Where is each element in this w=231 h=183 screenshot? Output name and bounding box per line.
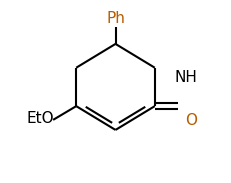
Text: EtO: EtO: [27, 111, 54, 126]
Text: Ph: Ph: [106, 11, 125, 26]
Text: O: O: [185, 113, 197, 128]
Text: NH: NH: [174, 70, 197, 85]
